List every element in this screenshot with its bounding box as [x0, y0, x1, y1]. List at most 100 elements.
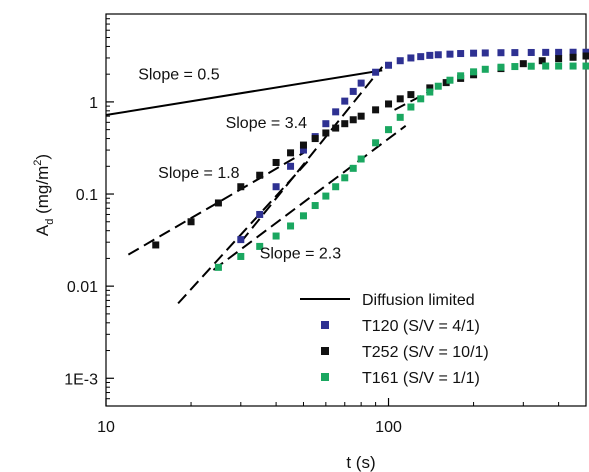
data-point-1-15	[385, 100, 393, 108]
data-point-1-1	[187, 218, 195, 226]
data-point-1-4	[256, 171, 264, 179]
data-point-2-6	[311, 202, 319, 210]
y-tick-label-1: 0.01	[67, 279, 98, 296]
data-point-0-17	[434, 51, 442, 59]
data-point-1-5	[272, 158, 280, 166]
data-point-1-18	[426, 84, 434, 92]
data-point-1-13	[357, 112, 365, 120]
data-point-0-19	[457, 50, 465, 58]
legend-label-2: T161 (S/V = 1/1)	[362, 370, 480, 387]
legend-marker-0	[321, 321, 329, 329]
data-point-2-17	[426, 88, 434, 96]
data-point-2-3	[272, 232, 280, 240]
x-tick-label-0: 10	[97, 419, 115, 436]
data-point-2-14	[396, 113, 404, 121]
data-point-0-23	[511, 49, 519, 57]
x-axis-title: t (s)	[346, 453, 375, 472]
data-point-1-7	[299, 141, 307, 149]
ticks-layer: 10 100 1E-3 0.01 0.1 1	[64, 13, 587, 436]
data-point-0-2	[272, 183, 280, 191]
data-point-2-4	[287, 222, 295, 230]
series-2	[214, 62, 589, 271]
data-point-0-11	[372, 68, 380, 76]
data-point-2-28	[569, 62, 577, 70]
data-point-0-16	[426, 51, 434, 59]
y-axis-title: Ad (mg/m2)	[32, 154, 56, 236]
data-point-0-0	[237, 236, 245, 244]
data-point-1-10	[332, 124, 340, 132]
data-point-0-26	[555, 48, 563, 56]
data-point-2-10	[349, 164, 357, 172]
data-point-2-9	[341, 174, 349, 182]
y-axis-title-rest: (mg/m	[33, 166, 52, 219]
data-point-1-2	[214, 199, 222, 207]
plot-area	[105, 13, 587, 407]
data-point-2-2	[256, 242, 264, 250]
diffusion-limited-line	[105, 69, 383, 117]
data-point-1-3	[237, 183, 245, 191]
data-point-2-13	[385, 126, 393, 134]
y-tick-label-0: 1E-3	[64, 371, 98, 388]
data-point-1-27	[582, 52, 589, 60]
data-point-0-22	[497, 49, 505, 57]
data-point-2-11	[357, 155, 365, 163]
y-axis-title-sup: 2	[32, 160, 44, 166]
x-tick-label-1: 100	[375, 419, 402, 436]
data-point-1-17	[407, 91, 415, 99]
data-point-0-8	[341, 97, 349, 105]
data-point-0-6	[322, 120, 330, 128]
data-point-0-25	[542, 48, 550, 56]
legend-label-diffusion: Diffusion limited	[362, 292, 475, 309]
y-tick-label-2: 0.1	[76, 187, 98, 204]
data-point-0-15	[417, 53, 425, 61]
data-point-1-26	[569, 53, 577, 61]
data-point-2-5	[299, 212, 307, 220]
data-point-0-27	[569, 48, 577, 56]
data-point-0-12	[385, 61, 393, 69]
y-tick-label-3: 1	[89, 95, 98, 112]
legend-marker-1	[321, 347, 329, 355]
data-point-2-23	[497, 63, 505, 71]
slope-annotation-3: Slope = 2.3	[260, 245, 342, 262]
data-point-2-16	[417, 95, 425, 103]
data-point-0-10	[357, 79, 365, 87]
fit-line-2	[240, 66, 384, 243]
y-axis-title-main: A	[33, 224, 52, 236]
data-point-0-28	[582, 48, 589, 56]
plot-frame	[105, 13, 587, 407]
data-point-0-14	[407, 54, 415, 62]
data-point-0-24	[527, 48, 535, 56]
data-point-2-18	[434, 82, 442, 90]
reference-lines	[105, 66, 431, 305]
data-point-2-27	[555, 62, 563, 70]
data-point-1-24	[538, 57, 546, 65]
legend: Diffusion limited T120 (S/V = 4/1) T252 (S…	[300, 292, 489, 387]
slope-annotation-0: Slope = 0.5	[138, 67, 220, 84]
fit-line-3	[177, 160, 310, 305]
series-0	[237, 48, 589, 244]
data-point-1-14	[372, 106, 380, 114]
data-point-1-9	[322, 129, 330, 137]
data-point-2-12	[372, 139, 380, 147]
y-axis-title-sub: d	[44, 219, 56, 225]
data-point-0-21	[481, 49, 489, 57]
data-point-0-13	[396, 57, 404, 65]
data-point-1-11	[341, 120, 349, 128]
data-point-0-4	[299, 146, 307, 154]
series-layer	[152, 48, 589, 271]
data-point-1-6	[287, 149, 295, 157]
annotations-layer: Slope = 0.5 Slope = 3.4 Slope = 1.8 Slope =…	[138, 67, 341, 263]
data-point-1-19	[442, 79, 450, 87]
data-point-0-7	[332, 108, 340, 116]
data-point-2-26	[542, 62, 550, 70]
legend-marker-2	[321, 373, 329, 381]
slope-annotation-2: Slope = 1.8	[158, 165, 240, 182]
data-point-2-19	[446, 76, 454, 84]
data-point-1-12	[349, 116, 357, 124]
data-point-2-7	[322, 192, 330, 200]
data-point-2-21	[470, 68, 478, 76]
data-point-2-0	[214, 263, 222, 271]
data-point-0-3	[287, 162, 295, 170]
data-point-0-9	[349, 87, 357, 95]
